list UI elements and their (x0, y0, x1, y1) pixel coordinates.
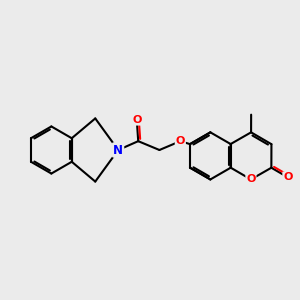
Text: O: O (132, 115, 141, 125)
Text: O: O (283, 172, 292, 182)
Text: O: O (176, 136, 185, 146)
Text: N: N (113, 143, 123, 157)
Text: O: O (246, 174, 256, 184)
Text: N: N (113, 143, 123, 157)
